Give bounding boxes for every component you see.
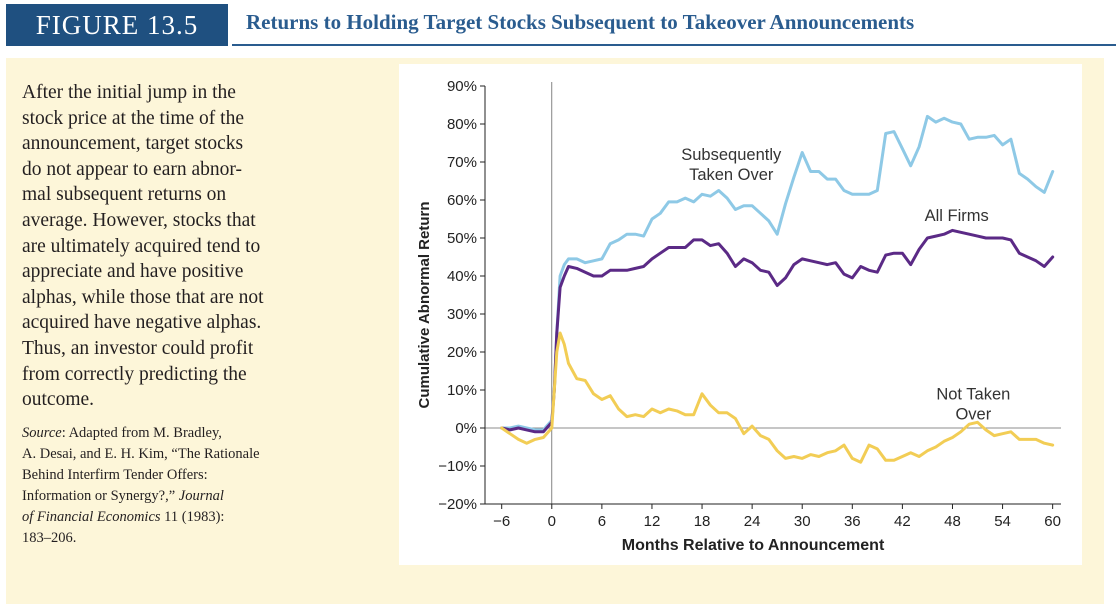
x-tick-label: 18 xyxy=(694,513,711,530)
series-label-0: Subsequently xyxy=(681,146,782,164)
y-tick-label: −20% xyxy=(438,496,477,513)
source-line: of Financial Economics 11 (1983): xyxy=(22,509,225,525)
caption-line: acquired have negative alphas. xyxy=(22,312,262,334)
y-tick-label: 10% xyxy=(447,382,477,399)
y-tick-label: 90% xyxy=(447,78,477,95)
source-note: Source: Adapted from M. Bradley, A. Desa… xyxy=(22,423,322,549)
y-tick-label: 0% xyxy=(455,420,477,437)
x-tick-label: −6 xyxy=(493,513,510,530)
series-label-2: Over xyxy=(955,406,991,424)
caption-line: outcome. xyxy=(22,389,95,411)
y-tick-label: −10% xyxy=(438,458,477,475)
y-tick-label: 20% xyxy=(447,344,477,361)
series-line-2 xyxy=(500,331,1055,464)
caption-line: alphas, while those that are not xyxy=(22,286,264,308)
y-tick-label: 40% xyxy=(447,268,477,285)
caption-line: average. However, stocks that xyxy=(22,209,256,231)
source-line: Behind Interfirm Tender Offers: xyxy=(22,467,208,483)
series-layer xyxy=(500,114,1055,464)
caption-line: mal subsequent returns on xyxy=(22,184,227,206)
y-tick-label: 50% xyxy=(447,230,477,247)
series-labels: Subsequently Taken Over All Firms Not Taken… xyxy=(681,146,1010,423)
caption-line: from correctly predicting the xyxy=(22,363,247,385)
title-rule xyxy=(232,44,1116,46)
figure-caption: After the initial jump in the stock pric… xyxy=(22,80,322,413)
series-line-1 xyxy=(500,228,1055,434)
journal-name-cont: of Financial Economics xyxy=(22,509,161,525)
caption-line: are ultimately acquired tend to xyxy=(22,235,261,257)
x-tick-label: 12 xyxy=(644,513,661,530)
y-tick-label: 70% xyxy=(447,154,477,171)
x-tick-label: 0 xyxy=(548,513,556,530)
source-line: A. Desai, and E. H. Kim, “The Rationale xyxy=(22,446,260,462)
y-tick-label: 30% xyxy=(447,306,477,323)
source-line: Source: Adapted from M. Bradley, xyxy=(22,425,222,441)
journal-name: Journal xyxy=(178,488,224,504)
x-tick-label: 6 xyxy=(598,513,606,530)
source-line: 183–206. xyxy=(22,530,77,546)
x-tick-label: 48 xyxy=(944,513,961,530)
cumulative-return-chart: −20% −10% 0% 10% 20% 30% 40% 50% 60% 70% 80% 90% −6 0… xyxy=(416,78,1061,554)
series-line-0 xyxy=(500,114,1055,432)
caption-line: After the initial jump in the xyxy=(22,82,236,103)
chart-container: −20% −10% 0% 10% 20% 30% 40% 50% 60% 70% 80% 90% −6 0… xyxy=(399,64,1082,565)
caption-line: Thus, an investor could profit xyxy=(22,337,254,359)
x-tick-label: 54 xyxy=(994,513,1011,530)
source-label: Source xyxy=(22,425,62,441)
series-label-1: All Firms xyxy=(925,207,989,225)
y-tick-label: 80% xyxy=(447,116,477,133)
x-tick-label: 36 xyxy=(844,513,861,530)
x-tick-label: 24 xyxy=(744,513,761,530)
caption-line: do not appear to earn abnor- xyxy=(22,158,242,180)
figure-header: FIGURE 13.5 Returns to Holding Target St… xyxy=(0,0,1116,50)
x-axis-title: Months Relative to Announcement xyxy=(622,537,885,554)
series-label-0: Taken Over xyxy=(689,166,774,184)
axes: −20% −10% 0% 10% 20% 30% 40% 50% 60% 70% 80% 90% −6 0… xyxy=(416,78,1061,554)
caption-line: appreciate and have positive xyxy=(22,261,244,283)
y-tick-label: 60% xyxy=(447,192,477,209)
x-tick-label: 30 xyxy=(794,513,811,530)
x-tick-label: 60 xyxy=(1044,513,1061,530)
source-line: Information or Synergy?,” Journal xyxy=(22,488,224,504)
caption-line: announcement, target stocks xyxy=(22,133,244,155)
figure-title: Returns to Holding Target Stocks Subsequ… xyxy=(246,10,915,34)
x-tick-label: 42 xyxy=(894,513,911,530)
caption-line: stock price at the time of the xyxy=(22,107,245,129)
y-axis-title: Cumulative Abnormal Return xyxy=(416,202,433,409)
series-label-2: Not Taken xyxy=(936,386,1010,404)
figure-label: FIGURE 13.5 xyxy=(6,4,228,46)
